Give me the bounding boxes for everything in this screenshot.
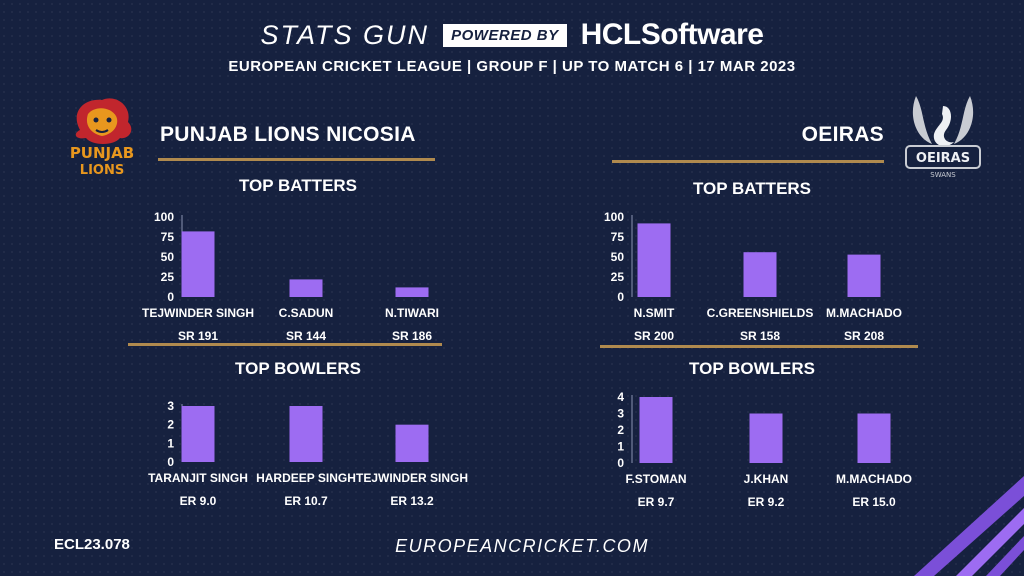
right-batters-title: TOP BATTERS (692, 179, 812, 198)
bar (637, 223, 671, 297)
header: STATS GUN POWERED BY HCLSoftware EUROPEA… (0, 18, 1024, 75)
y-tick-label: 25 (611, 270, 625, 284)
player-name-label: N.SMIT (634, 306, 675, 320)
bar (743, 252, 777, 297)
y-tick-label: 2 (617, 423, 624, 437)
y-tick-label: 100 (604, 210, 624, 224)
player-name-label: TARANJIT SINGH (148, 471, 248, 485)
y-tick-label: 1 (167, 436, 174, 450)
player-name-label: HARDEEP SINGH (256, 471, 356, 485)
y-tick-label: 3 (167, 399, 174, 413)
rate-label: ER 9.7 (638, 495, 675, 509)
y-tick-label: 75 (161, 230, 175, 244)
powered-by-badge: POWERED BY (443, 23, 567, 47)
bar (639, 397, 673, 463)
bar (181, 406, 215, 462)
right-bowlers-chart: 0 1 2 3 4 F.STOMAN ER 9.7 J.KHAN ER 9.2 M.MACHADO… (617, 390, 912, 509)
right-logo-line1: OEIRAS (916, 151, 970, 166)
player-name-label: F.STOMAN (625, 472, 686, 486)
right-logo-line2: SWANS (930, 171, 956, 179)
bar (857, 413, 891, 463)
website-url: EUROPEANCRICKET.COM (395, 536, 649, 556)
y-tick-label: 0 (167, 290, 174, 304)
left-team-name: PUNJAB LIONS NICOSIA (160, 123, 416, 146)
bar (395, 287, 429, 297)
y-tick-label: 4 (617, 390, 624, 404)
y-tick-label: 0 (617, 456, 624, 470)
y-tick-label: 0 (167, 455, 174, 469)
bar (847, 254, 881, 297)
right-team-divider (612, 160, 884, 163)
bar (289, 279, 323, 297)
y-tick-label: 75 (611, 230, 625, 244)
right-team-name: OEIRAS (801, 123, 884, 146)
rate-label: SR 186 (392, 329, 432, 343)
left-logo-line1: PUNJAB (70, 144, 134, 162)
player-name-label: M.MACHADO (836, 472, 912, 486)
rate-label: ER 15.0 (852, 495, 896, 509)
rate-label: SR 158 (740, 329, 780, 343)
y-tick-label: 50 (611, 250, 625, 264)
page-subtitle: EUROPEAN CRICKET LEAGUE | GROUP F | UP T… (228, 58, 796, 75)
bar (749, 413, 783, 463)
right-batters-chart: 0 25 50 75 100 N.SMIT SR 200 C.GREENSHIELDS SR 1… (604, 210, 902, 343)
graphic-code: ECL23.078 (54, 536, 130, 553)
rate-label: ER 10.7 (284, 494, 328, 508)
left-team-divider (158, 158, 435, 161)
rate-label: SR 208 (844, 329, 884, 343)
bar (289, 406, 323, 462)
bar (395, 424, 429, 462)
right-mid-divider (600, 345, 918, 348)
left-bowlers-title: TOP BOWLERS (235, 359, 361, 378)
punjab-lions-logo: PUNJAB LIONS (70, 98, 134, 178)
oeiras-swans-logo: OEIRAS SWANS (905, 96, 981, 179)
brand-title: STATS GUN (260, 19, 430, 50)
y-tick-label: 25 (161, 270, 175, 284)
rate-label: SR 144 (286, 329, 326, 343)
player-name-label: J.KHAN (744, 472, 789, 486)
player-name-label: N.TIWARI (385, 306, 439, 320)
y-tick-label: 1 (617, 440, 624, 454)
rate-label: ER 13.2 (390, 494, 434, 508)
y-tick-label: 100 (154, 210, 174, 224)
right-bowlers-title: TOP BOWLERS (689, 359, 815, 378)
rate-label: SR 200 (634, 329, 674, 343)
bar (181, 231, 215, 297)
y-tick-label: 50 (161, 250, 175, 264)
rate-label: SR 191 (178, 329, 218, 343)
rate-label: ER 9.0 (180, 494, 217, 508)
player-name-label: C.SADUN (279, 306, 334, 320)
y-tick-label: 3 (617, 407, 624, 421)
left-logo-line2: LIONS (80, 163, 124, 178)
decorative-stripes (914, 476, 1024, 576)
y-tick-label: 2 (167, 418, 174, 432)
y-tick-label: 0 (617, 290, 624, 304)
player-name-label: TEJWINDER SINGH (142, 306, 254, 320)
player-name-label: M.MACHADO (826, 306, 902, 320)
left-mid-divider (128, 343, 442, 346)
player-name-label: C.GREENSHIELDS (707, 306, 814, 320)
left-batters-title: TOP BATTERS (238, 176, 358, 195)
player-name-label: TEJWINDER SINGH (356, 471, 468, 485)
left-bowlers-chart: 0 1 2 3 TARANJIT SINGH ER 9.0 HARDEEP SINGH ER … (148, 399, 468, 508)
sponsor-logo: HCLSoftware (580, 18, 764, 51)
left-batters-chart: 0 25 50 75 100 TEJWINDER SINGH SR 191 C.SADUN SR… (142, 210, 439, 343)
rate-label: ER 9.2 (748, 495, 785, 509)
